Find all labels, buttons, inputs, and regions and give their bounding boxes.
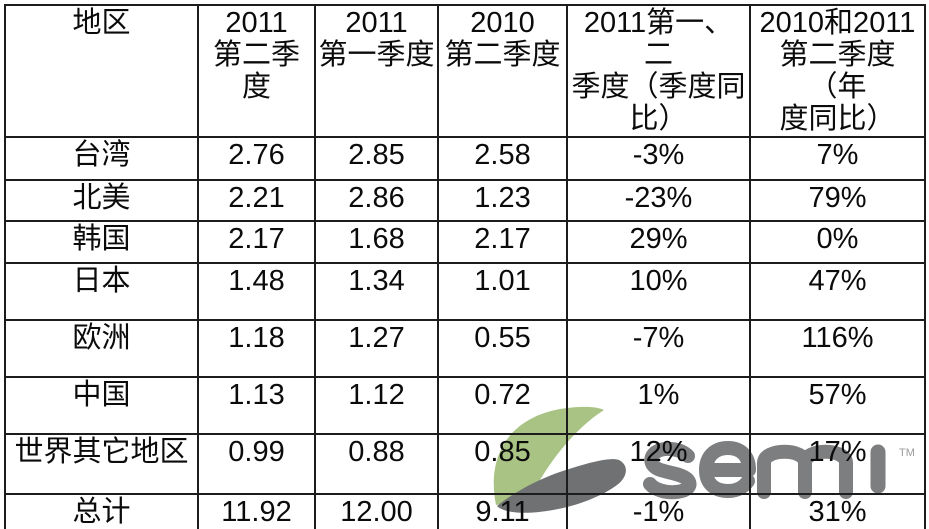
cell-2010-q2: 0.72	[437, 375, 568, 435]
header-line: 季度（季度同	[571, 70, 746, 103]
cell-2011-q1: 0.88	[314, 432, 439, 495]
column-header-2011-q1: 2011 第一季度	[314, 4, 439, 138]
cell-qoq: -3%	[566, 135, 751, 181]
cell-region: 总计	[4, 492, 199, 529]
table-row-europe: 欧洲 1.18 1.27 0.55 -7% 116%	[4, 318, 926, 378]
table-row-taiwan: 台湾 2.76 2.85 2.58 -3% 7%	[4, 135, 926, 181]
header-line: 2011	[345, 7, 408, 39]
cell-yoy: 79%	[749, 178, 926, 222]
cell-2011-q1: 1.12	[314, 375, 439, 435]
regional-billings-table: 地区 2011 第二季 度 2011 第一季度 2010 第二季度 2011第一…	[4, 4, 926, 529]
header-line: 2011第一、二	[583, 7, 734, 71]
cell-yoy: 0%	[749, 219, 926, 264]
table-row-rest-of-world: 世界其它地区 0.99 0.88 0.85 12% 17%	[4, 432, 926, 495]
header-line: 比）	[629, 102, 688, 135]
column-header-region: 地区	[4, 4, 199, 138]
cell-yoy: 7%	[749, 135, 926, 181]
cell-2010-q2: 1.01	[437, 261, 568, 321]
table-row-north-america: 北美 2.21 2.86 1.23 -23% 79%	[4, 178, 926, 222]
header-line: 第二季	[212, 38, 300, 71]
cell-region: 台湾	[4, 135, 199, 181]
table-row-korea: 韩国 2.17 1.68 2.17 29% 0%	[4, 219, 926, 264]
column-header-2011-q2: 2011 第二季 度	[197, 4, 316, 138]
table-row-china: 中国 1.13 1.12 0.72 1% 57%	[4, 375, 926, 435]
cell-qoq: -1%	[566, 492, 751, 529]
cell-2010-q2: 0.55	[437, 318, 568, 378]
cell-2010-q2: 2.17	[437, 219, 568, 264]
header-line: 2011	[225, 7, 288, 39]
column-header-qoq: 2011第一、二 季度（季度同 比）	[566, 4, 751, 138]
cell-qoq: -23%	[566, 178, 751, 222]
cell-region: 韩国	[4, 219, 199, 264]
cell-2011-q2: 1.13	[197, 375, 316, 435]
cell-qoq: 12%	[566, 432, 751, 495]
cell-region: 中国	[4, 375, 199, 435]
header-line: 第一季度	[318, 38, 435, 71]
cell-2011-q1: 2.86	[314, 178, 439, 222]
cell-2010-q2: 0.85	[437, 432, 568, 495]
header-line: 度	[241, 70, 271, 103]
header-line: 地区	[72, 7, 131, 39]
header-line: 度同比）	[779, 102, 896, 135]
cell-yoy: 31%	[749, 492, 926, 529]
column-header-yoy: 2010和2011 第二季度（年 度同比）	[749, 4, 926, 138]
table-row-total: 总计 11.92 12.00 9.11 -1% 31%	[4, 492, 926, 529]
header-line: 第二季度（年	[779, 38, 896, 103]
cell-yoy: 47%	[749, 261, 926, 321]
cell-2011-q2: 0.99	[197, 432, 316, 495]
cell-qoq: 1%	[566, 375, 751, 435]
cell-2011-q1: 1.27	[314, 318, 439, 378]
table-row-japan: 日本 1.48 1.34 1.01 10% 47%	[4, 261, 926, 321]
cell-region: 欧洲	[4, 318, 199, 378]
cell-region: 日本	[4, 261, 199, 321]
cell-qoq: 29%	[566, 219, 751, 264]
column-header-2010-q2: 2010 第二季度	[437, 4, 568, 138]
cell-region: 世界其它地区	[4, 432, 199, 495]
cell-qoq: 10%	[566, 261, 751, 321]
header-line: 2010和2011	[759, 7, 916, 39]
cell-2010-q2: 9.11	[437, 492, 568, 529]
cell-region: 北美	[4, 178, 199, 222]
cell-2010-q2: 2.58	[437, 135, 568, 181]
cell-2011-q2: 2.17	[197, 219, 316, 264]
header-row: 地区 2011 第二季 度 2011 第一季度 2010 第二季度 2011第一…	[4, 4, 926, 138]
header-line: 2010	[470, 7, 535, 39]
cell-2011-q2: 2.76	[197, 135, 316, 181]
cell-yoy: 17%	[749, 432, 926, 495]
cell-2011-q1: 12.00	[314, 492, 439, 529]
cell-2011-q2: 1.48	[197, 261, 316, 321]
cell-yoy: 116%	[749, 318, 926, 378]
cell-qoq: -7%	[566, 318, 751, 378]
cell-2011-q2: 1.18	[197, 318, 316, 378]
cell-2011-q1: 2.85	[314, 135, 439, 181]
cell-yoy: 57%	[749, 375, 926, 435]
cell-2011-q1: 1.34	[314, 261, 439, 321]
cell-2011-q2: 2.21	[197, 178, 316, 222]
header-line: 第二季度	[444, 38, 561, 71]
cell-2010-q2: 1.23	[437, 178, 568, 222]
cell-2011-q2: 11.92	[197, 492, 316, 529]
cell-2011-q1: 1.68	[314, 219, 439, 264]
